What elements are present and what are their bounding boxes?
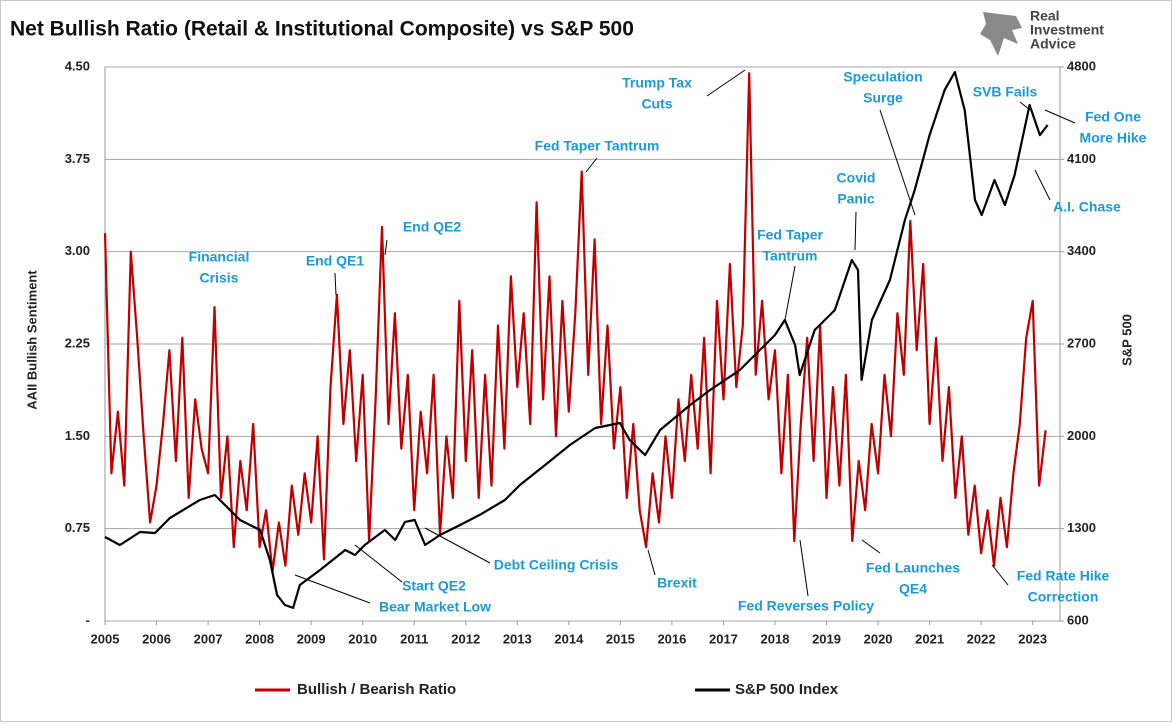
annotation-arrow <box>879 109 916 216</box>
annotation: End QE1 <box>306 253 365 269</box>
y2-tick-label: 3400 <box>1067 243 1096 258</box>
x-tick-label: 2013 <box>503 631 532 646</box>
annotation: Financial <box>189 249 250 265</box>
annotation-arrow <box>799 539 809 597</box>
annotation-arrow <box>854 211 857 251</box>
x-tick-label: 2020 <box>864 631 893 646</box>
y2-tick-label: 4100 <box>1067 151 1096 166</box>
x-tick-label: 2021 <box>915 631 944 646</box>
annotation: Panic <box>837 191 875 207</box>
y-axis-title: AAII Bullish Sentiment <box>24 270 39 410</box>
annotation: QE4 <box>899 581 927 597</box>
annotation: More Hike <box>1080 130 1147 146</box>
y2-tick-label: 4800 <box>1067 58 1096 73</box>
annotation: Correction <box>1028 589 1099 605</box>
y-tick-label: 4.50 <box>65 58 90 73</box>
annotation-arrow <box>384 239 388 256</box>
y2-tick-label: 2700 <box>1067 335 1096 350</box>
annotation: Bear Market Low <box>379 599 491 615</box>
annotation: Fed Taper <box>757 227 823 243</box>
annotation-arrow <box>1044 109 1076 124</box>
y-tick-label: 3.75 <box>65 151 90 166</box>
series-line <box>104 71 1049 609</box>
logo-text: Advice <box>1030 36 1076 52</box>
y2-tick-label: 600 <box>1067 612 1089 627</box>
annotation-arrow <box>354 544 403 583</box>
annotation: Covid <box>837 170 876 186</box>
y-tick-label: - <box>86 612 90 627</box>
y-tick-label: 3.00 <box>65 243 90 258</box>
annotation-arrow <box>424 527 491 564</box>
x-tick-label: 2018 <box>761 631 790 646</box>
chart-title: Net Bullish Ratio (Retail & Institutiona… <box>10 18 634 41</box>
y2-tick-label: 1300 <box>1067 520 1096 535</box>
annotation: Speculation <box>843 69 922 85</box>
annotation: Crisis <box>200 270 239 286</box>
x-tick-label: 2017 <box>709 631 738 646</box>
annotation: Surge <box>863 90 903 106</box>
annotation-arrow <box>647 549 656 576</box>
annotation: Fed Reverses Policy <box>738 598 874 614</box>
x-tick-label: 2015 <box>606 631 635 646</box>
legend-label: S&P 500 Index <box>735 681 839 698</box>
x-tick-label: 2016 <box>657 631 686 646</box>
annotation: Cuts <box>641 96 672 112</box>
x-tick-label: 2019 <box>812 631 841 646</box>
annotation-arrow <box>706 69 746 97</box>
annotation: Fed One <box>1085 109 1141 125</box>
annotation: End QE2 <box>403 219 462 235</box>
x-tick-label: 2006 <box>142 631 171 646</box>
annotation: Fed Taper Tantrum <box>535 138 660 154</box>
annotation-arrow <box>585 157 598 173</box>
annotation: Fed Rate Hike <box>1017 568 1110 584</box>
x-tick-label: 2008 <box>245 631 274 646</box>
y2-axis-title: S&P 500 <box>1119 314 1134 366</box>
x-tick-label: 2014 <box>554 631 584 646</box>
y-tick-label: 0.75 <box>65 520 90 535</box>
x-tick-label: 2007 <box>194 631 223 646</box>
annotation: A.I. Chase <box>1053 199 1121 215</box>
legend-label: Bullish / Bearish Ratio <box>297 681 456 698</box>
logo-text: Real <box>1030 8 1060 24</box>
annotation-arrow <box>991 564 1009 586</box>
y-tick-label: 1.50 <box>65 428 90 443</box>
annotation: Fed Launches <box>866 560 960 576</box>
annotation-arrow <box>1034 169 1051 201</box>
annotation: Debt Ceiling Crisis <box>494 557 619 573</box>
x-tick-label: 2010 <box>348 631 377 646</box>
x-tick-label: 2023 <box>1018 631 1047 646</box>
annotation: Trump Tax <box>622 75 692 91</box>
x-tick-label: 2011 <box>400 631 428 646</box>
x-tick-label: 2005 <box>91 631 120 646</box>
logo-text: Investment <box>1030 22 1104 38</box>
annotation-arrow <box>861 539 881 554</box>
y-tick-label: 2.25 <box>65 335 90 350</box>
annotation-arrow <box>784 265 796 321</box>
annotation-arrow <box>334 272 337 296</box>
annotation: Start QE2 <box>402 578 466 594</box>
x-tick-label: 2009 <box>297 631 326 646</box>
logo-icon <box>980 12 1022 56</box>
annotation: SVB Fails <box>973 84 1038 100</box>
annotation-arrow <box>294 574 371 604</box>
y2-tick-label: 2000 <box>1067 428 1096 443</box>
annotation-arrow <box>1019 101 1031 111</box>
annotation: Tantrum <box>763 248 818 264</box>
x-tick-label: 2012 <box>451 631 480 646</box>
annotation: Brexit <box>657 575 697 591</box>
x-tick-label: 2022 <box>967 631 996 646</box>
